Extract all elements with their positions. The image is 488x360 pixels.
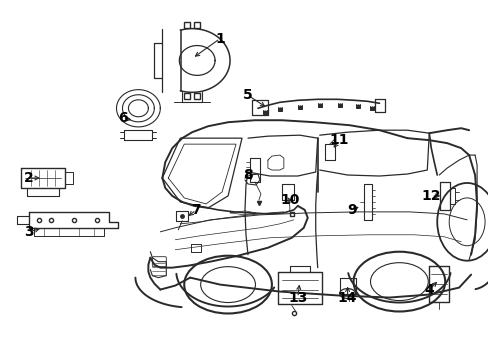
Text: 7: 7 xyxy=(191,203,201,217)
Text: 1: 1 xyxy=(215,32,224,46)
Text: 10: 10 xyxy=(280,193,299,207)
Text: 6: 6 xyxy=(118,111,127,125)
Text: 2: 2 xyxy=(24,171,34,185)
Text: 12: 12 xyxy=(421,189,440,203)
Text: 5: 5 xyxy=(243,88,252,102)
Text: 11: 11 xyxy=(329,133,348,147)
Text: 8: 8 xyxy=(243,168,252,182)
Text: 4: 4 xyxy=(424,283,433,297)
Text: 3: 3 xyxy=(24,225,34,239)
Text: 14: 14 xyxy=(337,291,357,305)
Text: 9: 9 xyxy=(346,203,356,217)
Text: 13: 13 xyxy=(287,291,307,305)
